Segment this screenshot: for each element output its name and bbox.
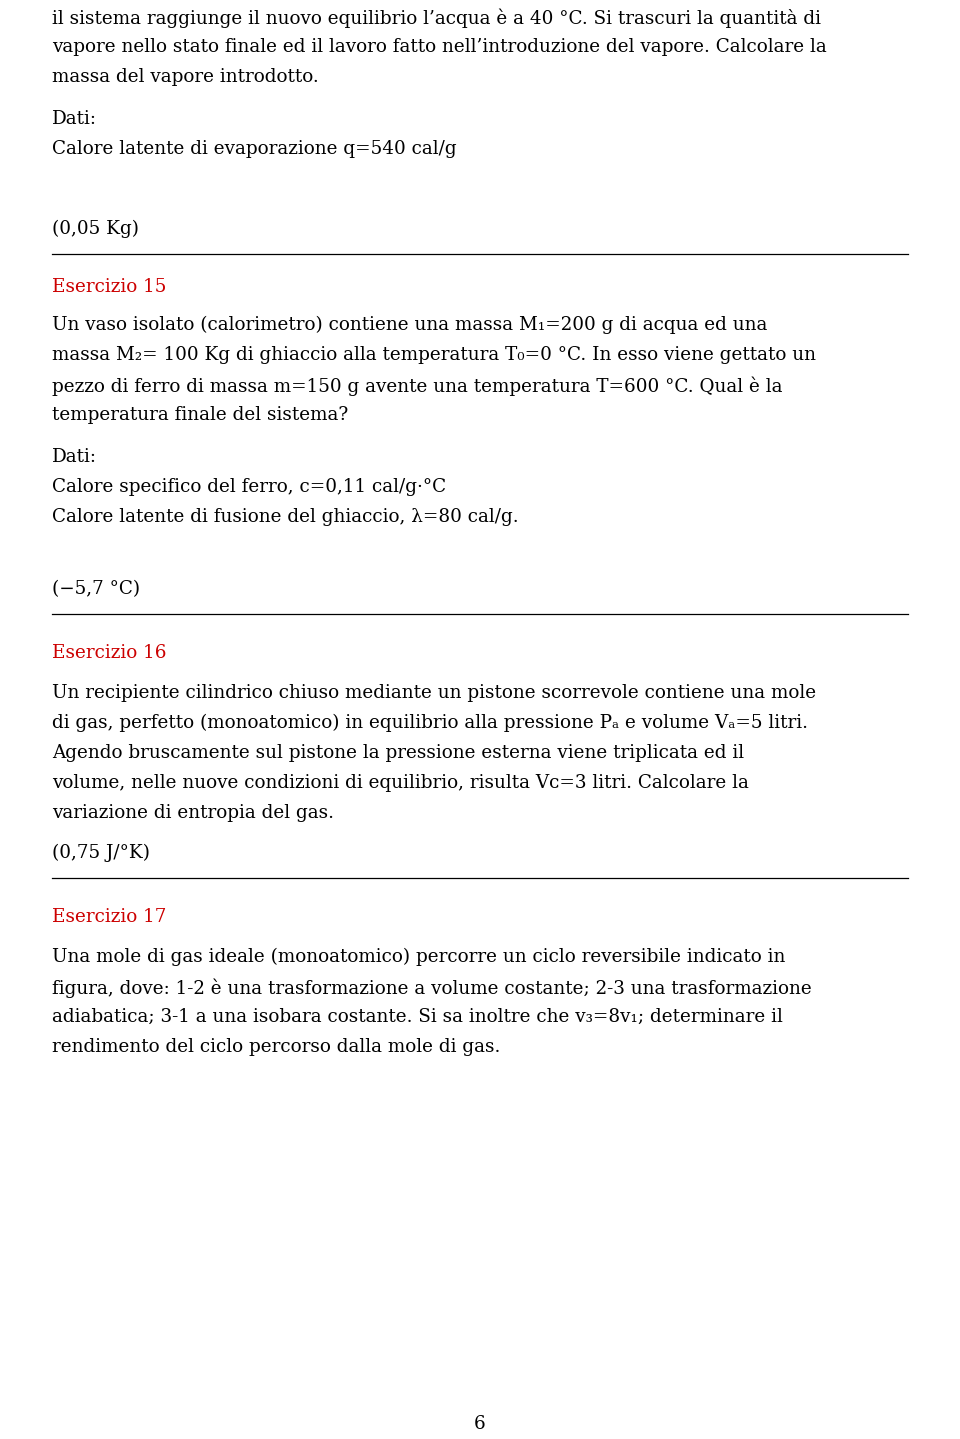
Text: Calore specifico del ferro, c=0,11 cal/g·°C: Calore specifico del ferro, c=0,11 cal/g… xyxy=(52,478,446,496)
Text: Esercizio 15: Esercizio 15 xyxy=(52,278,166,296)
Text: temperatura finale del sistema?: temperatura finale del sistema? xyxy=(52,406,348,425)
Text: Agendo bruscamente sul pistone la pressione esterna viene triplicata ed il: Agendo bruscamente sul pistone la pressi… xyxy=(52,744,744,763)
Text: vapore nello stato finale ed il lavoro fatto nell’introduzione del vapore. Calco: vapore nello stato finale ed il lavoro f… xyxy=(52,37,827,56)
Text: massa del vapore introdotto.: massa del vapore introdotto. xyxy=(52,68,319,86)
Text: Una mole di gas ideale (monoatomico) percorre un ciclo reversibile indicato in: Una mole di gas ideale (monoatomico) per… xyxy=(52,948,785,966)
Text: Un recipiente cilindrico chiuso mediante un pistone scorrevole contiene una mole: Un recipiente cilindrico chiuso mediante… xyxy=(52,684,816,702)
Text: variazione di entropia del gas.: variazione di entropia del gas. xyxy=(52,804,334,822)
Text: pezzo di ferro di massa m=150 g avente una temperatura T=600 °C. Qual è la: pezzo di ferro di massa m=150 g avente u… xyxy=(52,376,782,396)
Text: (−5,7 °C): (−5,7 °C) xyxy=(52,580,140,599)
Text: (0,05 Kg): (0,05 Kg) xyxy=(52,220,139,239)
Text: (0,75 J/°K): (0,75 J/°K) xyxy=(52,845,150,862)
Text: di gas, perfetto (monoatomico) in equilibrio alla pressione Pₐ e volume Vₐ=5 lit: di gas, perfetto (monoatomico) in equili… xyxy=(52,714,808,732)
Text: Dati:: Dati: xyxy=(52,448,97,466)
Text: volume, nelle nuove condizioni di equilibrio, risulta Vᴄ=3 litri. Calcolare la: volume, nelle nuove condizioni di equili… xyxy=(52,774,749,791)
Text: rendimento del ciclo percorso dalla mole di gas.: rendimento del ciclo percorso dalla mole… xyxy=(52,1038,500,1056)
Text: il sistema raggiunge il nuovo equilibrio l’acqua è a 40 °C. Si trascuri la quant: il sistema raggiunge il nuovo equilibrio… xyxy=(52,9,821,27)
Text: figura, dove: 1-2 è una trasformazione a volume costante; 2-3 una trasformazione: figura, dove: 1-2 è una trasformazione a… xyxy=(52,979,812,997)
Text: Esercizio 16: Esercizio 16 xyxy=(52,645,166,662)
Text: Calore latente di fusione del ghiaccio, λ=80 cal/g.: Calore latente di fusione del ghiaccio, … xyxy=(52,508,518,527)
Text: massa M₂= 100 Kg di ghiaccio alla temperatura T₀=0 °C. In esso viene gettato un: massa M₂= 100 Kg di ghiaccio alla temper… xyxy=(52,345,816,364)
Text: Calore latente di evaporazione q=540 cal/g: Calore latente di evaporazione q=540 cal… xyxy=(52,140,457,158)
Text: Dati:: Dati: xyxy=(52,109,97,128)
Text: Un vaso isolato (calorimetro) contiene una massa M₁=200 g di acqua ed una: Un vaso isolato (calorimetro) contiene u… xyxy=(52,317,767,334)
Text: 6: 6 xyxy=(474,1415,486,1433)
Text: Esercizio 17: Esercizio 17 xyxy=(52,908,166,927)
Text: adiabatica; 3-1 a una isobara costante. Si sa inoltre che v₃=8v₁; determinare il: adiabatica; 3-1 a una isobara costante. … xyxy=(52,1007,782,1026)
